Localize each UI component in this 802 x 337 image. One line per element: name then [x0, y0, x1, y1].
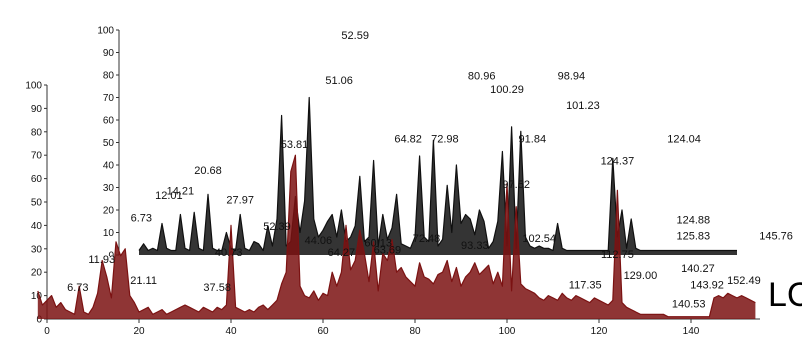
back-peak-label: 100.29 [490, 84, 524, 96]
front-chromatogram-panel: 0 10 20 30 40 50 60 70 80 90 100 0 20 40 60 80 100 120 14… [0, 81, 802, 337]
front-series-group [37, 154, 756, 319]
front-peak-label: 72.48 [413, 233, 441, 245]
back-peak-label: 12.01 [155, 190, 183, 202]
back-y-tick-label: 40 [103, 161, 115, 172]
front-y-tick-label: 20 [31, 268, 43, 279]
front-x-tick-label: 80 [409, 326, 421, 337]
front-y-tick-label: 50 [31, 198, 43, 209]
back-peak-label: 14.21 [167, 185, 195, 197]
front-y-tick-label: 90 [31, 104, 43, 115]
front-peak-label: 97.52 [502, 179, 530, 191]
front-peak-label: 40.73 [215, 247, 243, 259]
back-peak-label: 125.83 [676, 230, 710, 242]
front-y-tick-label: 70 [31, 151, 43, 162]
front-peak-label: 64.27 [328, 247, 356, 259]
front-peak-label: 129.00 [624, 270, 658, 282]
front-x-tick-label: 140 [683, 326, 700, 337]
front-x-tick-label: 40 [225, 326, 237, 337]
back-y-tick-label: 100 [97, 26, 114, 37]
front-peak-label: 93.33 [461, 240, 489, 252]
front-peak-label: 140.27 [681, 263, 715, 275]
front-x-tick-label: 100 [499, 326, 516, 337]
back-peak-label: 64.82 [394, 134, 422, 146]
front-peak-label: 102.54 [522, 233, 556, 245]
back-peak-label: 72.98 [431, 134, 459, 146]
front-peak-label: 140.53 [672, 298, 706, 310]
back-series-line-0 [138, 96, 737, 252]
front-peak-label: 124.37 [601, 156, 635, 168]
front-x-tick-label: 120 [591, 326, 608, 337]
front-peak-label: 11.93 [88, 254, 115, 266]
back-peak-label: 80.96 [468, 71, 496, 83]
front-y-tick-label: 80 [31, 127, 43, 138]
front-y-tick-label: 60 [31, 174, 43, 185]
back-y-tick-label: 30 [103, 183, 115, 194]
back-peak-label: 27.97 [226, 194, 254, 206]
front-peak-label: 63.69 [374, 244, 402, 256]
front-peak-label: 44.06 [305, 235, 333, 247]
front-series-line-0 [37, 154, 756, 318]
front-peak-label: 60.13 [364, 237, 392, 249]
front-peak-label: 112.75 [601, 249, 634, 261]
front-y-tick-label: 0 [36, 315, 42, 326]
back-series-area-0 [139, 97, 737, 255]
back-peak-label: 98.94 [558, 71, 586, 83]
back-peak-label: 6.73 [131, 212, 152, 224]
back-y-tick-label: 10 [103, 228, 115, 239]
front-x-axis-ticks: 0 20 40 60 80 100 120 140 [44, 319, 700, 337]
front-peak-labels: 6.7311.9321.1153.8152.3940.7337.5844.066… [67, 139, 761, 310]
back-y-tick-label: 70 [103, 93, 115, 104]
front-peak-label: 6.73 [67, 282, 88, 294]
back-peak-label: 145.76 [759, 230, 793, 242]
back-y-tick-label: 60 [103, 116, 115, 127]
back-peak-label: 52.59 [341, 30, 369, 42]
front-peak-label: 21.11 [130, 275, 157, 287]
front-peak-label: 53.81 [281, 139, 309, 151]
front-peak-label: 143.92 [690, 280, 724, 292]
back-y-tick-label: 50 [103, 138, 115, 149]
back-y-tick-label: 20 [103, 206, 115, 217]
front-y-tick-label: 100 [25, 81, 42, 92]
back-peak-label: 124.88 [676, 215, 710, 227]
front-y-tick-label: 40 [31, 221, 43, 232]
back-series-group [138, 96, 737, 255]
front-peak-label: 37.58 [203, 282, 231, 294]
back-y-tick-label: 90 [103, 48, 115, 59]
back-y-tick-label: 80 [103, 71, 115, 82]
front-y-tick-label: 10 [31, 291, 43, 302]
front-peak-label: 52.39 [263, 221, 291, 233]
back-peak-label: 20.68 [194, 165, 222, 177]
clipped-label-text: LC [768, 276, 802, 314]
front-y-tick-label: 30 [31, 244, 43, 255]
front-x-tick-label: 0 [44, 326, 50, 337]
back-peak-label: 91.84 [519, 134, 547, 146]
front-x-tick-label: 60 [317, 326, 329, 337]
front-series-area-0 [37, 155, 756, 319]
back-peak-label: 124.04 [667, 134, 701, 146]
front-x-tick-label: 20 [133, 326, 145, 337]
back-peak-label: 101.23 [566, 100, 600, 112]
front-y-axis-ticks: 0 10 20 30 40 50 60 70 80 90 100 [25, 81, 47, 326]
back-peak-label: 51.06 [325, 75, 353, 87]
front-peak-label: 152.49 [727, 275, 761, 287]
front-peak-label: 117.35 [569, 280, 602, 292]
